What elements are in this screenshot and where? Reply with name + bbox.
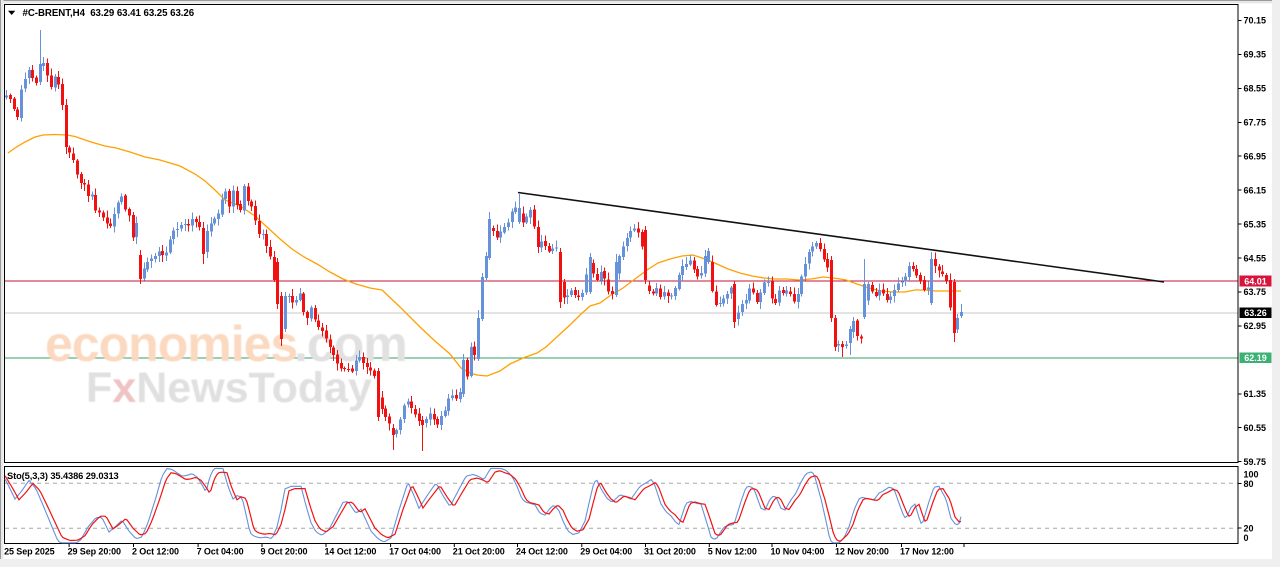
- svg-text:61.35: 61.35: [1244, 389, 1267, 399]
- svg-text:0: 0: [1244, 533, 1249, 543]
- svg-text:59.75: 59.75: [1244, 457, 1267, 467]
- svg-text:24 Oct 12:00: 24 Oct 12:00: [516, 547, 568, 557]
- svg-text:29 Oct 04:00: 29 Oct 04:00: [580, 547, 632, 557]
- svg-text:5 Nov 12:00: 5 Nov 12:00: [708, 547, 757, 557]
- svg-text:62.19: 62.19: [1244, 353, 1267, 363]
- svg-text:10 Nov 04:00: 10 Nov 04:00: [771, 547, 825, 557]
- svg-text:70.15: 70.15: [1244, 16, 1267, 26]
- svg-text:14 Oct 12:00: 14 Oct 12:00: [325, 547, 377, 557]
- svg-text:economies: economies: [45, 316, 297, 372]
- svg-text:67.75: 67.75: [1244, 118, 1267, 128]
- svg-text:60.55: 60.55: [1244, 423, 1267, 433]
- svg-text:63.75: 63.75: [1244, 287, 1267, 297]
- svg-text:64.55: 64.55: [1244, 253, 1267, 263]
- svg-text:2 Oct 12:00: 2 Oct 12:00: [132, 547, 179, 557]
- svg-text:62.95: 62.95: [1244, 321, 1267, 331]
- svg-text:17 Nov 12:00: 17 Nov 12:00: [900, 547, 954, 557]
- svg-text:31 Oct 20:00: 31 Oct 20:00: [644, 547, 696, 557]
- svg-text:66.15: 66.15: [1244, 185, 1267, 195]
- svg-text:25 Sep 2025: 25 Sep 2025: [4, 547, 55, 557]
- svg-text:65.35: 65.35: [1244, 219, 1267, 229]
- svg-text:29 Sep 20:00: 29 Sep 20:00: [68, 547, 121, 557]
- svg-text:64.01: 64.01: [1244, 276, 1267, 286]
- svg-text:FxNewsToday: FxNewsToday: [86, 364, 372, 412]
- svg-text:21 Oct 20:00: 21 Oct 20:00: [453, 547, 505, 557]
- svg-text:20: 20: [1244, 524, 1254, 534]
- svg-text:.com: .com: [294, 316, 407, 372]
- svg-text:66.95: 66.95: [1244, 151, 1267, 161]
- svg-text:Sto(5,3,3) 35.4386 29.0313: Sto(5,3,3) 35.4386 29.0313: [7, 471, 119, 481]
- svg-text:68.55: 68.55: [1244, 84, 1267, 94]
- svg-text:12 Nov 20:00: 12 Nov 20:00: [835, 547, 889, 557]
- svg-text:9 Oct 20:00: 9 Oct 20:00: [261, 547, 308, 557]
- svg-text:63.26: 63.26: [1244, 308, 1267, 318]
- svg-text:17 Oct 04:00: 17 Oct 04:00: [389, 547, 441, 557]
- svg-text:69.35: 69.35: [1244, 50, 1267, 60]
- svg-text:100: 100: [1244, 469, 1259, 479]
- svg-text:80: 80: [1244, 479, 1254, 489]
- svg-text:#C-BRENT,H4 63.29 63.41 63.25: #C-BRENT,H4 63.29 63.41 63.25 63.26: [23, 8, 195, 19]
- svg-text:7 Oct 04:00: 7 Oct 04:00: [197, 547, 244, 557]
